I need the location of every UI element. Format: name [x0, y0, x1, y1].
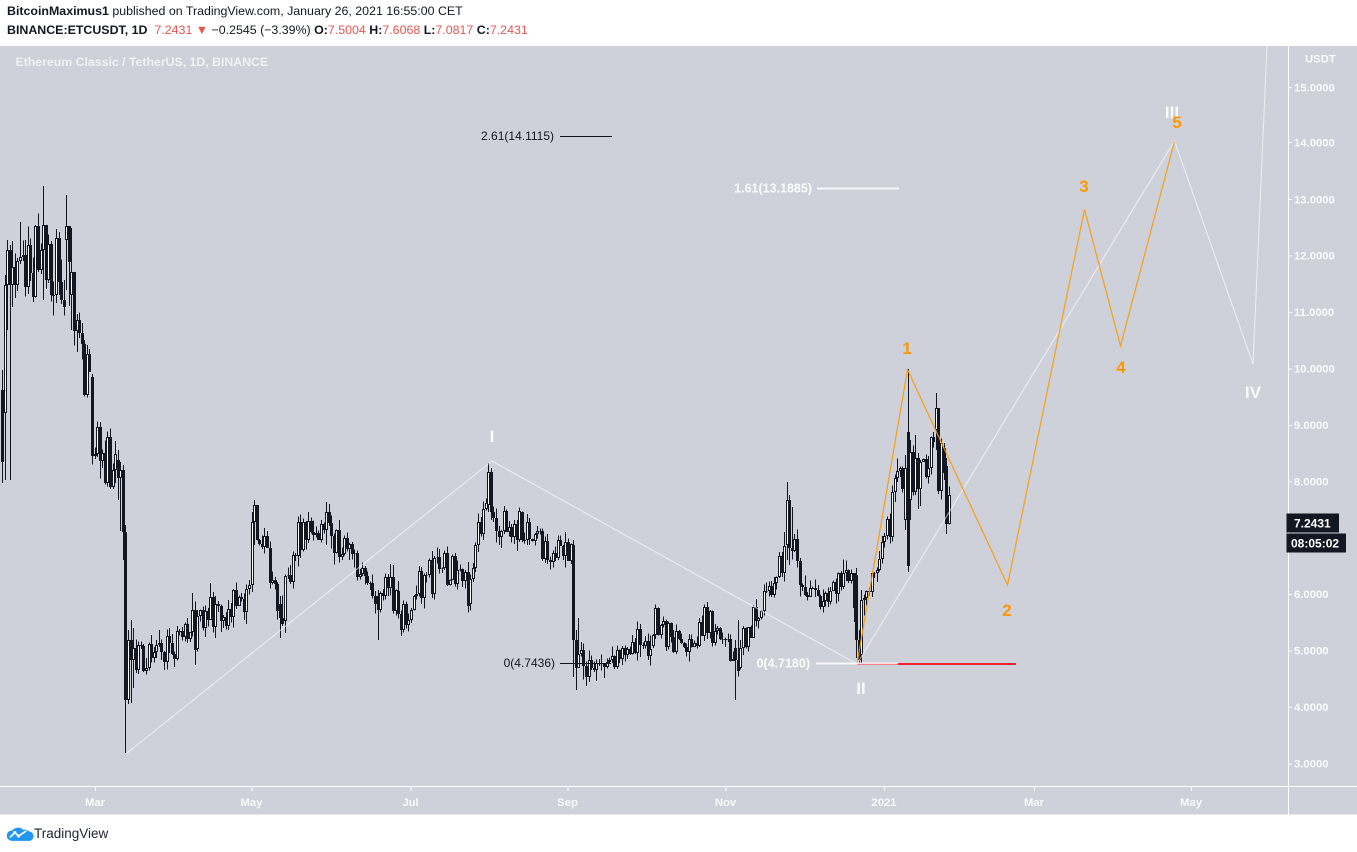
- svg-text:08:05:02: 08:05:02: [1291, 537, 1339, 551]
- svg-text:7.2431: 7.2431: [1294, 517, 1331, 531]
- svg-text:0(4.7180): 0(4.7180): [756, 657, 810, 671]
- svg-text:14.0000: 14.0000: [1294, 137, 1335, 149]
- svg-text:May: May: [1180, 797, 1203, 809]
- svg-text:8.0000: 8.0000: [1294, 477, 1329, 489]
- svg-text:15.0000: 15.0000: [1294, 82, 1335, 94]
- svg-text:Jul: Jul: [402, 797, 418, 809]
- svg-text:5.0000: 5.0000: [1294, 646, 1329, 658]
- svg-text:Ethereum Classic / TetherUS, 1: Ethereum Classic / TetherUS, 1D, BINANCE: [16, 55, 269, 69]
- svg-text:0(4.7436): 0(4.7436): [504, 656, 555, 670]
- svg-text:I: I: [490, 427, 495, 446]
- svg-text:3: 3: [1079, 177, 1088, 196]
- svg-text:IV: IV: [1245, 383, 1262, 402]
- svg-text:4: 4: [1116, 358, 1126, 377]
- svg-text:Mar: Mar: [1024, 797, 1045, 809]
- svg-text:II: II: [856, 679, 865, 698]
- svg-text:2: 2: [1002, 601, 1011, 620]
- svg-text:III: III: [1165, 103, 1179, 122]
- svg-text:2021: 2021: [871, 797, 896, 809]
- svg-text:May: May: [241, 797, 264, 809]
- svg-text:3.0000: 3.0000: [1294, 759, 1329, 771]
- svg-text:13.0000: 13.0000: [1294, 194, 1335, 206]
- svg-text:2.61(14.1115): 2.61(14.1115): [481, 129, 554, 143]
- svg-text:Nov: Nov: [715, 797, 737, 809]
- svg-text:9.0000: 9.0000: [1294, 420, 1329, 432]
- svg-text:USDT: USDT: [1305, 54, 1336, 66]
- svg-text:Sep: Sep: [557, 797, 578, 809]
- svg-text:10.0000: 10.0000: [1294, 364, 1335, 376]
- svg-text:6.0000: 6.0000: [1294, 589, 1329, 601]
- svg-text:5: 5: [1172, 113, 1181, 132]
- svg-text:11.0000: 11.0000: [1294, 307, 1334, 319]
- svg-text:12.0000: 12.0000: [1294, 251, 1335, 263]
- svg-text:Mar: Mar: [85, 797, 106, 809]
- svg-text:4.0000: 4.0000: [1294, 702, 1329, 714]
- svg-text:1.61(13.1885): 1.61(13.1885): [734, 182, 812, 196]
- svg-text:1: 1: [902, 339, 911, 358]
